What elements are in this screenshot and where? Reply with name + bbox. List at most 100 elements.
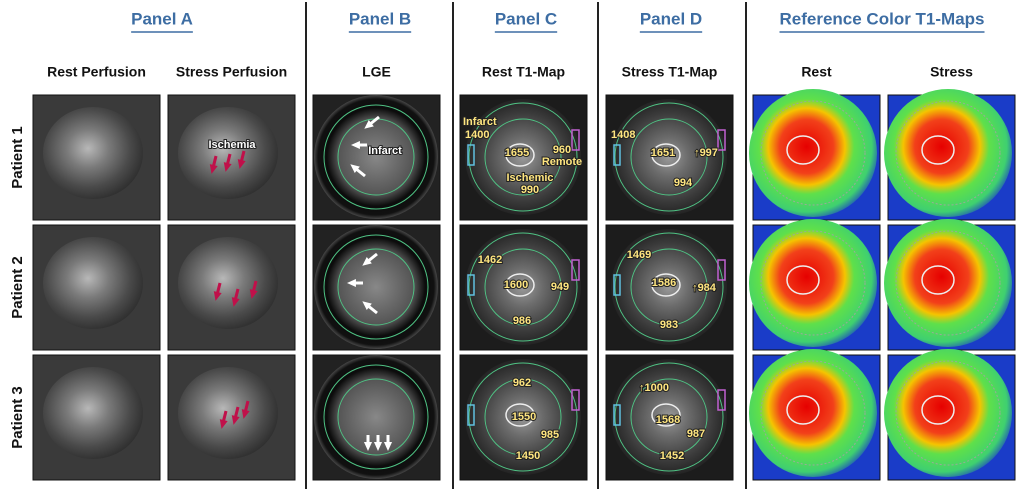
- annotation: 990: [521, 184, 539, 196]
- annotation: 962: [513, 377, 531, 389]
- annotation: 1568: [656, 414, 680, 426]
- row-label: Patient 2: [9, 256, 26, 319]
- annotation: 1469: [627, 249, 651, 261]
- heart: [314, 355, 438, 479]
- panel-title: Panel A: [131, 9, 193, 28]
- annotation: 983: [660, 319, 678, 331]
- contour: [484, 118, 562, 196]
- annotation: 949: [551, 281, 569, 293]
- heart: [749, 219, 877, 347]
- image-cell: [749, 349, 881, 481]
- roi: [571, 259, 580, 281]
- heart: [465, 359, 581, 475]
- roi: [505, 143, 535, 167]
- arrow-head: [350, 164, 360, 173]
- roi: [467, 404, 475, 426]
- contour: [323, 104, 429, 210]
- image-cell: [32, 354, 161, 481]
- image-cell: [312, 354, 441, 481]
- heart: [749, 89, 877, 217]
- arrow-head: [241, 409, 250, 419]
- annotation: 994: [674, 177, 693, 189]
- image-cell: [749, 219, 881, 351]
- arrow-head: [223, 162, 232, 172]
- roi: [651, 143, 681, 167]
- roi: [613, 274, 621, 296]
- column-header: Stress Perfusion: [176, 64, 287, 80]
- heart: [43, 367, 143, 459]
- annotation: Infarct: [368, 145, 402, 157]
- arrow-head: [249, 289, 258, 299]
- arrow-head: [383, 442, 393, 451]
- annotation: 1450: [516, 450, 540, 462]
- annotation: 1550: [512, 411, 536, 423]
- heart: [43, 237, 143, 329]
- roi: [921, 395, 955, 425]
- roi: [505, 403, 535, 427]
- roi: [786, 135, 820, 165]
- heart: [884, 349, 1012, 477]
- image-cell: 1462 1600 949 986: [459, 224, 588, 351]
- heart: [43, 107, 143, 199]
- annotation: ↑997: [694, 147, 718, 159]
- annotation: 1600: [504, 279, 528, 291]
- image-cell: [884, 89, 1016, 221]
- image-cell: 1408 1651 ↑997 994: [605, 94, 734, 221]
- heart: [314, 95, 438, 219]
- column-header: Stress: [930, 64, 973, 80]
- column-header: LGE: [362, 64, 391, 80]
- contour: [614, 102, 724, 212]
- annotation: ↑984: [692, 282, 717, 294]
- row-label: Patient 3: [9, 386, 26, 449]
- heart: [611, 229, 727, 345]
- contour: [337, 378, 415, 456]
- roi: [651, 403, 681, 427]
- roi: [613, 144, 621, 166]
- contour: [323, 234, 429, 340]
- image-cell: Infarct: [312, 94, 441, 221]
- column-header: Stress T1-Map: [622, 64, 718, 80]
- annotation: Ischemic: [506, 172, 553, 184]
- annotation: Remote: [542, 156, 582, 168]
- arrow-head: [364, 120, 374, 129]
- arrow-head: [231, 297, 240, 307]
- arrow-head: [362, 257, 372, 266]
- contour: [484, 378, 562, 456]
- contour: [630, 118, 708, 196]
- roi: [717, 259, 726, 281]
- contour: [484, 248, 562, 326]
- heart: [749, 349, 877, 477]
- arrow-head: [351, 140, 360, 150]
- roi: [467, 274, 475, 296]
- heart: [465, 99, 581, 215]
- heart: [178, 107, 278, 199]
- roi: [651, 273, 681, 297]
- row-label: Patient 1: [9, 126, 26, 189]
- image-cell: [32, 94, 161, 221]
- annotation: Infarct: [463, 116, 497, 128]
- contour: [760, 100, 866, 206]
- annotation: 1408: [611, 129, 635, 141]
- arrow-head: [231, 415, 240, 425]
- panel-title: Panel C: [495, 9, 557, 28]
- arrow-head: [362, 301, 372, 310]
- heart: [178, 367, 278, 459]
- contour: [468, 362, 578, 472]
- image-cell: [749, 89, 881, 221]
- arrow-head: [237, 159, 246, 169]
- image-cell: [167, 224, 296, 351]
- roi: [571, 389, 580, 411]
- contour: [337, 248, 415, 326]
- heart: [884, 219, 1012, 347]
- roi: [613, 404, 621, 426]
- contour: [468, 102, 578, 212]
- heart: [178, 237, 278, 329]
- contour: [614, 232, 724, 342]
- annotation: 1586: [652, 277, 676, 289]
- contour: [895, 100, 1001, 206]
- contour: [760, 230, 866, 336]
